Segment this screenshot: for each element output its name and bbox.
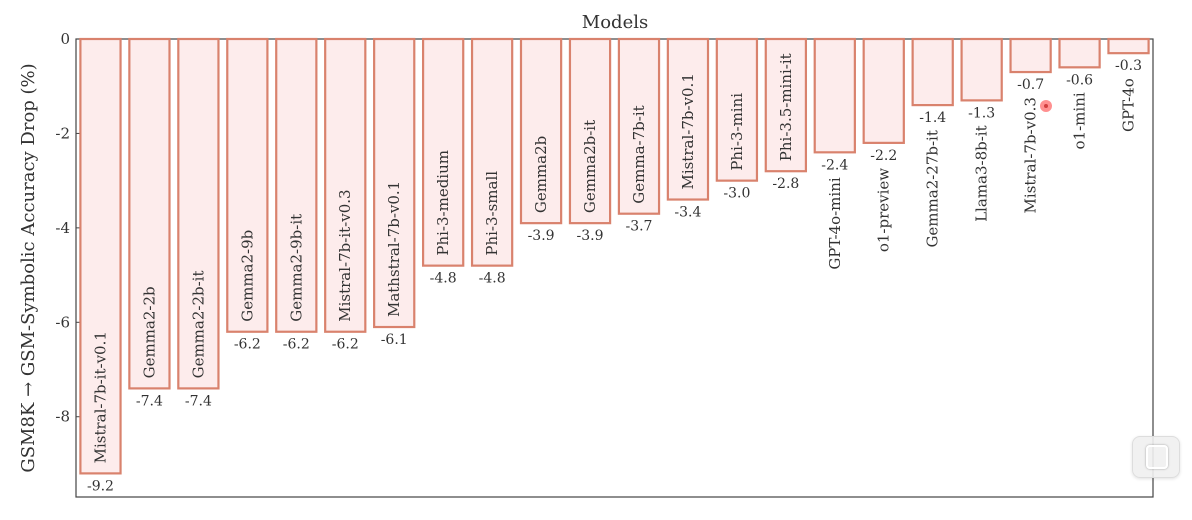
bar-value-label: -3.7: [625, 219, 652, 235]
bar: [960, 37, 1003, 102]
y-tick-label: 0: [60, 30, 70, 48]
bar-category-label: Phi-3-medium: [434, 150, 452, 256]
bar-category-label: Mathstral-7b-v0.1: [385, 181, 403, 317]
bar-category-label: o1-preview: [875, 168, 893, 252]
bar-value-label: -7.4: [136, 393, 163, 409]
bar-category-label: Gemma2-2b: [140, 286, 158, 378]
bar: [617, 37, 661, 215]
y-tick-label: -2: [55, 124, 70, 142]
bar-category-label: Gemma2-9b-it: [287, 214, 305, 322]
bar-value-label: -6.2: [332, 337, 359, 353]
bar: [911, 37, 954, 107]
bar-value-label: -0.6: [1066, 72, 1093, 88]
chart-title: Models: [582, 12, 648, 33]
bar: [715, 37, 759, 182]
bar-category-label: Gemma2-2b-it: [189, 270, 207, 378]
bar-category-label: GPT-4o: [1120, 78, 1138, 132]
bar-category-label: Mistral-7b-it-v0.3: [336, 189, 354, 321]
bar-value-label: -1.3: [968, 105, 995, 121]
bar: [373, 37, 416, 329]
bar: [1058, 37, 1101, 69]
bar: [1009, 37, 1052, 74]
bar-value-label: -3.9: [528, 228, 555, 244]
bar-value-label: -0.3: [1115, 58, 1142, 74]
bar-value-label: -0.7: [1017, 77, 1044, 93]
bar: [862, 37, 905, 144]
cursor-dot: [1040, 100, 1052, 112]
bar-category-label: Phi-3-mini: [728, 93, 746, 171]
plot-area: 0 -2 -4 -6 -8 Mistral-7b-it-v0.1 -9.2 Gemma2-2b…: [55, 30, 1154, 498]
bar-category-label: o1-mini: [1071, 92, 1089, 149]
bar-value-label: -1.4: [919, 110, 946, 126]
bar-value-label: -3.0: [723, 186, 750, 202]
bar-value-label: -2.8: [772, 176, 799, 192]
bar-value-label: -6.2: [234, 337, 261, 353]
bar-category-label: Llama3-8b-it: [973, 125, 991, 222]
bar: [666, 37, 710, 201]
y-tick-label: -6: [55, 313, 70, 331]
bar-value-label: -4.8: [479, 271, 506, 287]
bar: [226, 37, 269, 333]
bar-category-label: Gemma-7b-it: [630, 105, 648, 203]
bar-category-label: Gemma2b: [532, 136, 550, 213]
bar: [79, 37, 122, 475]
bar-category-label: Gemma2-9b: [238, 230, 256, 322]
y-axis-title: GSM8K → GSM-Symbolic Accuracy Drop (%): [18, 63, 39, 472]
bar: [1107, 37, 1150, 55]
bar: [421, 37, 465, 267]
bar: [764, 37, 808, 173]
bar-category-label: Phi-3.5-mini-it: [777, 53, 795, 161]
plot-frame: [75, 38, 1154, 498]
bar-category-label: Gemma2-27b-it: [924, 130, 942, 247]
bar-value-label: -6.2: [283, 337, 310, 353]
bar: [568, 37, 612, 225]
bar-value-label: -6.1: [381, 332, 408, 348]
bar: [519, 37, 563, 225]
bar-value-label: -7.4: [185, 393, 212, 409]
bar-category-label: Gemma2b-it: [581, 120, 599, 213]
bar-category-label: Mistral-7b-it-v0.1: [91, 331, 109, 463]
bar: [128, 37, 171, 390]
bar-value-label: -3.4: [674, 205, 701, 221]
bar-category-label: Mistral-7b-v0.1: [679, 73, 697, 189]
bar-value-label: -4.8: [430, 271, 457, 287]
bar-value-label: -9.2: [87, 478, 114, 494]
bar-category-label: GPT-4o-mini: [826, 177, 844, 270]
bar: [470, 37, 514, 267]
bar: [813, 37, 856, 154]
y-tick-label: -8: [55, 408, 70, 426]
bar-category-label: Phi-3-small: [483, 171, 501, 256]
bar-value-label: -3.9: [577, 228, 604, 244]
bar: [324, 37, 367, 333]
bar: [177, 37, 220, 390]
bar-value-label: -2.4: [821, 157, 848, 173]
y-tick-label: -4: [55, 219, 70, 237]
overlay-icon: [1146, 445, 1168, 469]
bar: [275, 37, 318, 333]
bar-value-label: -2.2: [870, 148, 897, 164]
bar-category-label: Mistral-7b-v0.3: [1022, 97, 1040, 213]
overlay-action-button[interactable]: [1132, 436, 1180, 478]
